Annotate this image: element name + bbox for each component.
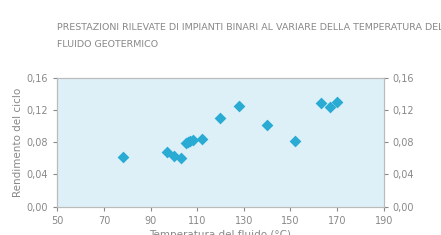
X-axis label: Temperatura del fluido (°C): Temperatura del fluido (°C) (149, 230, 292, 235)
Point (163, 150, 170, 154)
Point (189, 138, 196, 142)
Point (292, 139, 299, 142)
Point (187, 140, 194, 143)
Text: FLUIDO GEOTERMICO: FLUIDO GEOTERMICO (57, 40, 158, 49)
Point (198, 137, 206, 141)
Point (235, 104, 243, 108)
Text: PRESTAZIONI RILEVATE DI IMPIANTI BINARI AL VARIARE DELLA TEMPERATURA DEL: PRESTAZIONI RILEVATE DI IMPIANTI BINARI … (57, 24, 441, 32)
Point (333, 100, 340, 104)
Point (317, 102, 324, 105)
Point (184, 140, 191, 144)
Y-axis label: Rendimento del ciclo: Rendimento del ciclo (12, 88, 22, 197)
Point (217, 116, 224, 120)
Point (326, 105, 333, 109)
Point (177, 156, 184, 159)
Point (182, 141, 189, 145)
Point (119, 155, 126, 159)
Point (170, 154, 177, 158)
Point (264, 123, 271, 127)
